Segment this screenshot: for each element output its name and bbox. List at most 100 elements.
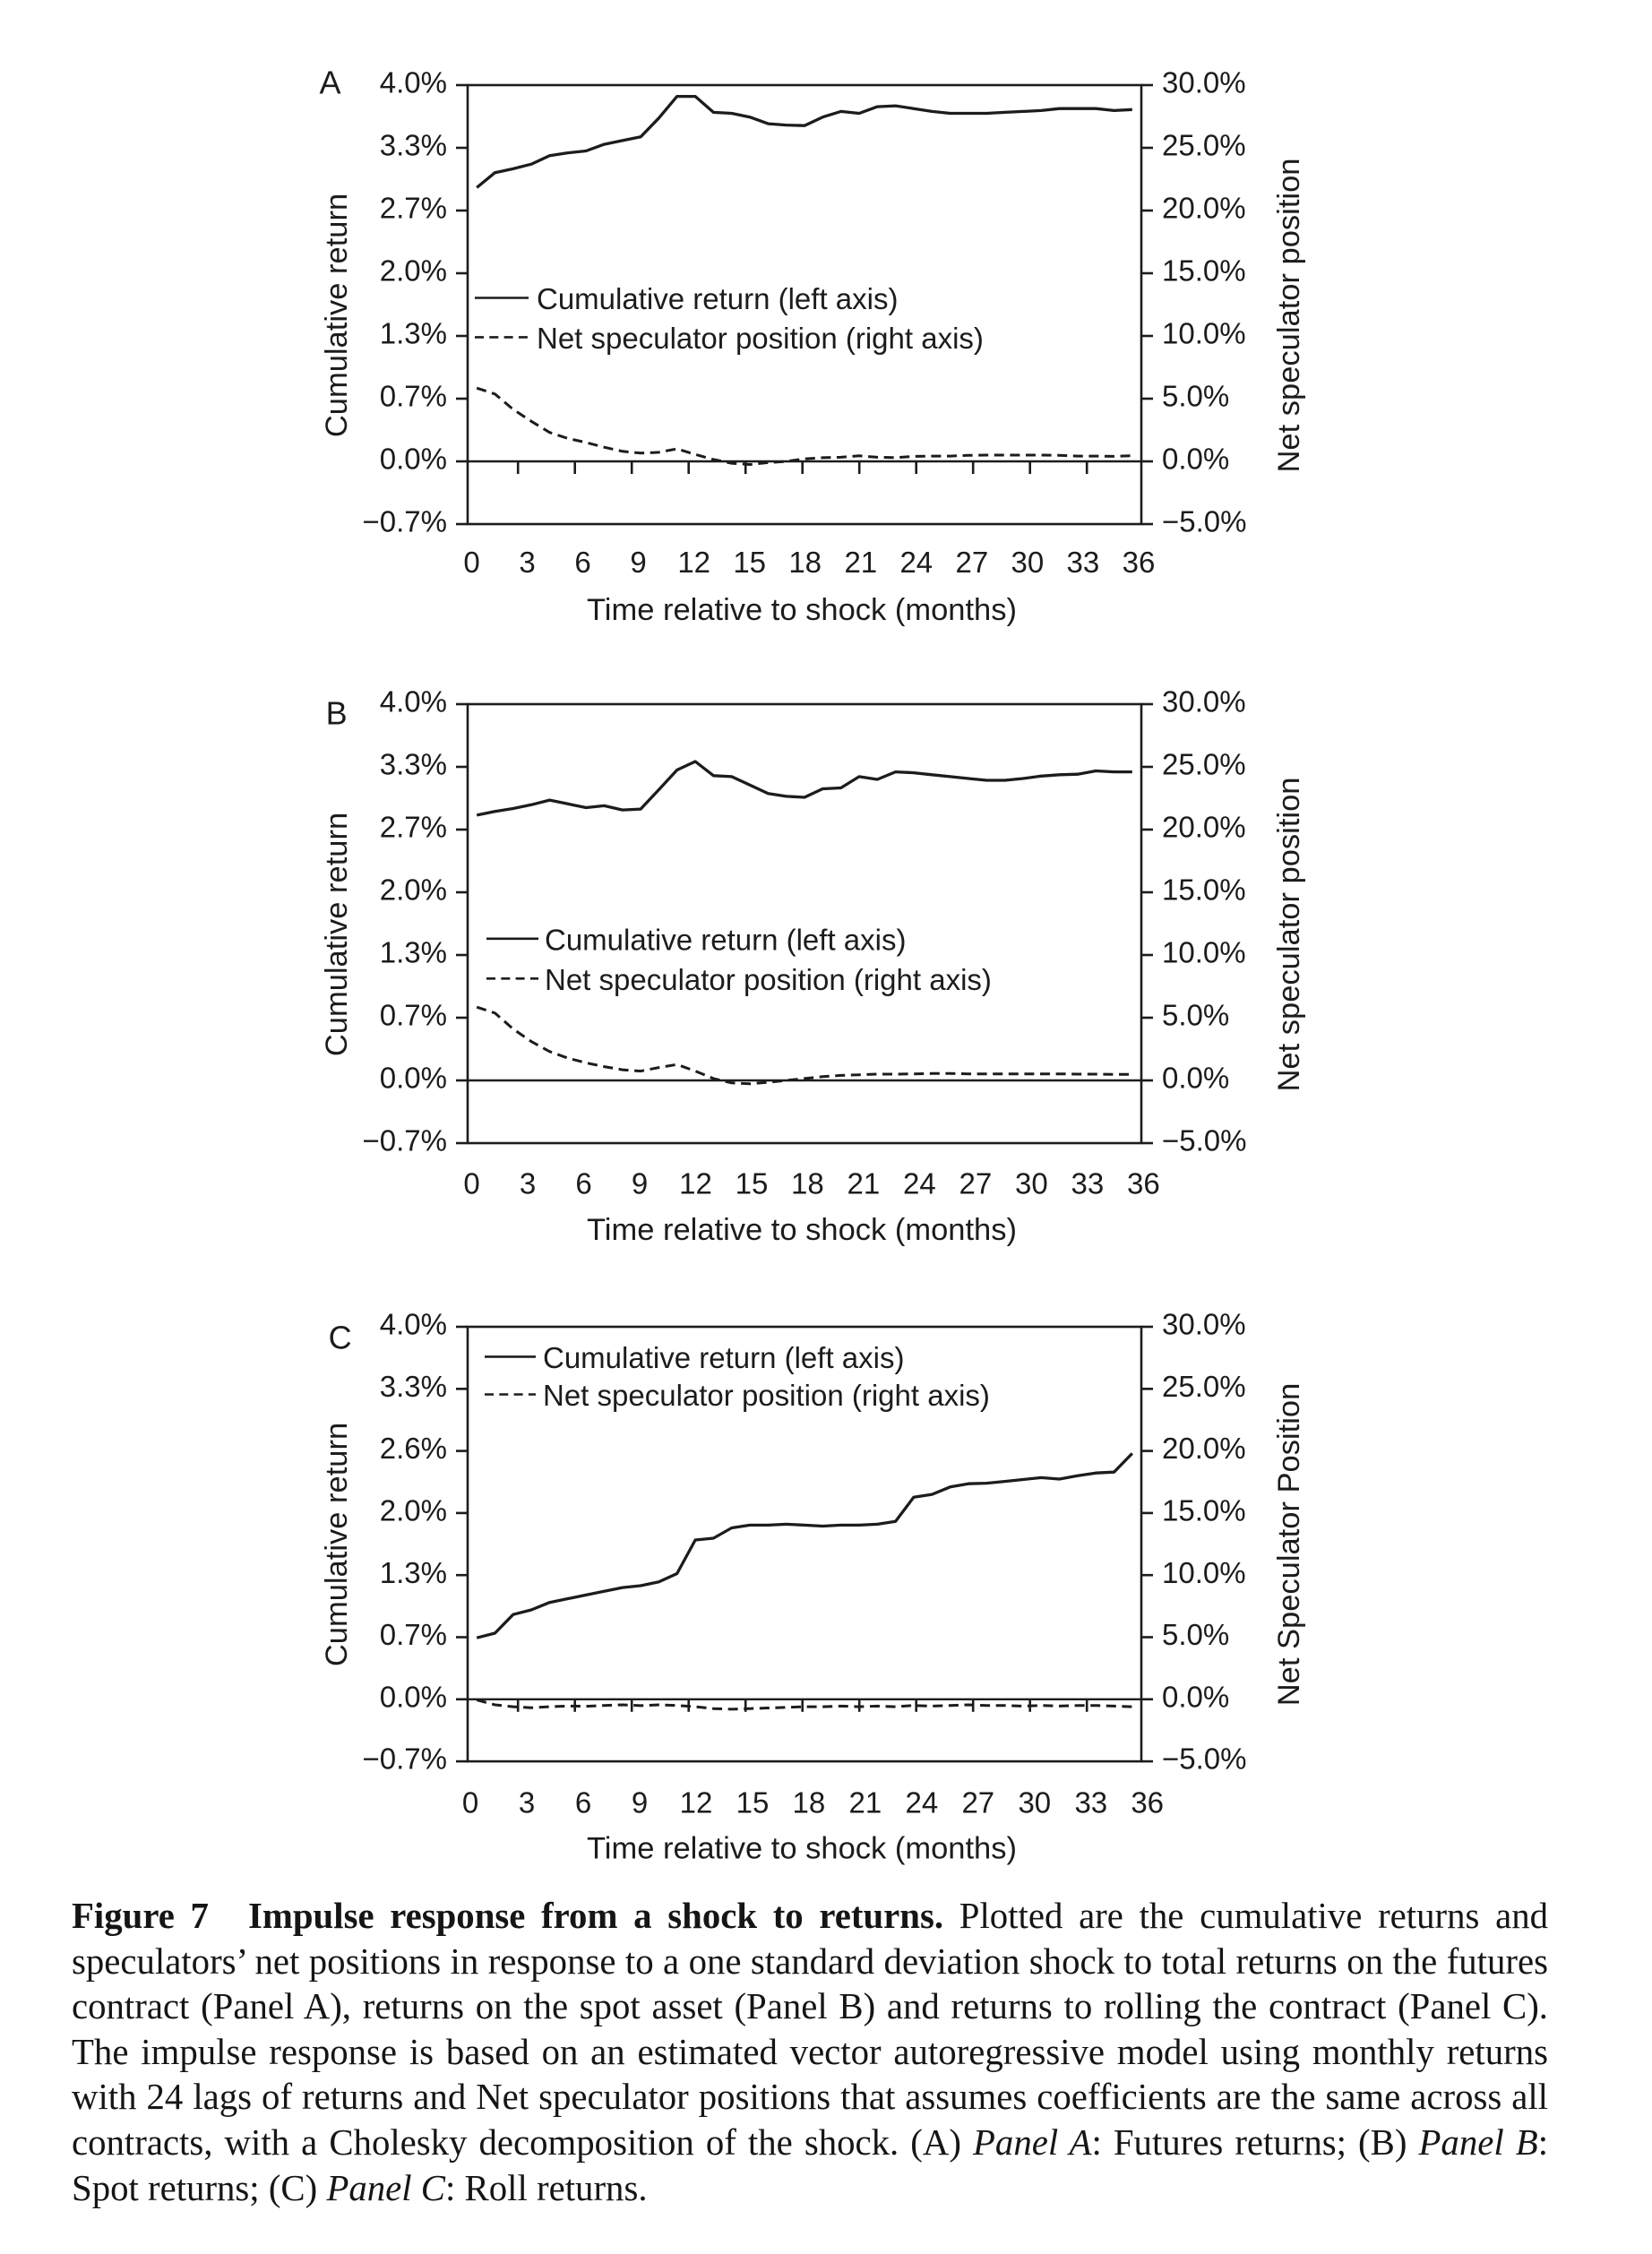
svg-text:27: 27 xyxy=(959,1167,993,1200)
svg-text:Time relative to shock (months: Time relative to shock (months) xyxy=(587,1213,1017,1247)
svg-text:0.0%: 0.0% xyxy=(1162,1062,1229,1095)
svg-text:9: 9 xyxy=(630,546,646,579)
svg-text:36: 36 xyxy=(1123,546,1156,579)
svg-text:30.0%: 30.0% xyxy=(1162,1308,1246,1341)
svg-text:9: 9 xyxy=(632,1167,648,1200)
svg-text:15.0%: 15.0% xyxy=(1162,873,1246,907)
svg-text:25.0%: 25.0% xyxy=(1162,748,1246,781)
svg-text:Cumulative return (left axis): Cumulative return (left axis) xyxy=(545,923,906,956)
svg-text:0.0%: 0.0% xyxy=(1162,443,1229,476)
svg-text:10.0%: 10.0% xyxy=(1162,1556,1246,1589)
svg-text:2.7%: 2.7% xyxy=(380,811,447,844)
svg-text:Net speculator position (right: Net speculator position (right axis) xyxy=(545,963,992,996)
svg-text:0.7%: 0.7% xyxy=(380,1618,447,1651)
svg-text:4.0%: 4.0% xyxy=(380,1308,447,1341)
svg-text:27: 27 xyxy=(961,1785,994,1819)
svg-text:4.0%: 4.0% xyxy=(380,66,447,99)
svg-text:3: 3 xyxy=(519,1785,535,1819)
svg-text:Cumulative return (left axis): Cumulative return (left axis) xyxy=(543,1341,904,1374)
svg-text:25.0%: 25.0% xyxy=(1162,1370,1246,1403)
svg-text:−0.7%: −0.7% xyxy=(363,1742,448,1776)
svg-text:30: 30 xyxy=(1015,1167,1048,1200)
svg-text:12: 12 xyxy=(677,546,710,579)
svg-text:0: 0 xyxy=(463,546,479,579)
svg-text:9: 9 xyxy=(632,1785,648,1819)
svg-text:A: A xyxy=(320,65,341,101)
svg-text:33: 33 xyxy=(1071,1167,1105,1200)
svg-text:1.3%: 1.3% xyxy=(380,317,447,350)
svg-text:30: 30 xyxy=(1018,1785,1051,1819)
svg-text:Cumulative return (left axis): Cumulative return (left axis) xyxy=(537,282,898,315)
svg-text:18: 18 xyxy=(788,546,822,579)
svg-text:15: 15 xyxy=(736,1785,770,1819)
svg-text:4.0%: 4.0% xyxy=(380,685,447,718)
svg-text:20.0%: 20.0% xyxy=(1162,811,1246,844)
svg-text:20.0%: 20.0% xyxy=(1162,1432,1246,1465)
svg-text:1.3%: 1.3% xyxy=(380,936,447,969)
svg-text:1.3%: 1.3% xyxy=(380,1556,447,1589)
svg-text:−0.7%: −0.7% xyxy=(363,1124,448,1157)
svg-text:21: 21 xyxy=(844,546,877,579)
svg-text:21: 21 xyxy=(848,1167,881,1200)
svg-text:6: 6 xyxy=(575,1785,591,1819)
svg-text:Net speculator position: Net speculator position xyxy=(1272,778,1306,1092)
svg-text:0: 0 xyxy=(462,1785,478,1819)
svg-text:24: 24 xyxy=(906,1785,939,1819)
svg-text:36: 36 xyxy=(1127,1167,1160,1200)
svg-text:30: 30 xyxy=(1011,546,1045,579)
svg-text:B: B xyxy=(326,695,348,732)
svg-text:33: 33 xyxy=(1074,1785,1107,1819)
svg-text:Cumulative return: Cumulative return xyxy=(320,1423,354,1666)
svg-text:−5.0%: −5.0% xyxy=(1162,505,1247,538)
svg-text:Net speculator position (right: Net speculator position (right axis) xyxy=(543,1379,990,1412)
svg-text:−0.7%: −0.7% xyxy=(363,505,448,538)
svg-text:3: 3 xyxy=(520,1167,536,1200)
svg-text:Time relative to shock (months: Time relative to shock (months) xyxy=(587,1832,1017,1866)
svg-text:Cumulative return: Cumulative return xyxy=(320,813,354,1056)
svg-text:12: 12 xyxy=(679,1167,712,1200)
svg-text:0.0%: 0.0% xyxy=(1162,1680,1229,1713)
svg-text:C: C xyxy=(329,1320,352,1356)
svg-text:3.3%: 3.3% xyxy=(380,748,447,781)
svg-text:Net speculator position: Net speculator position xyxy=(1272,159,1306,473)
svg-text:21: 21 xyxy=(849,1785,882,1819)
svg-text:0: 0 xyxy=(463,1167,479,1200)
svg-text:15.0%: 15.0% xyxy=(1162,254,1246,288)
svg-text:0.0%: 0.0% xyxy=(380,443,447,476)
svg-text:18: 18 xyxy=(791,1167,824,1200)
svg-text:6: 6 xyxy=(574,546,590,579)
svg-text:2.0%: 2.0% xyxy=(380,873,447,907)
svg-text:20.0%: 20.0% xyxy=(1162,192,1246,225)
svg-text:0.7%: 0.7% xyxy=(380,999,447,1032)
svg-text:2.0%: 2.0% xyxy=(380,254,447,288)
svg-text:−5.0%: −5.0% xyxy=(1162,1742,1247,1776)
svg-text:Net speculator position (right: Net speculator position (right axis) xyxy=(537,322,984,355)
svg-text:12: 12 xyxy=(680,1785,713,1819)
svg-text:3: 3 xyxy=(519,546,535,579)
svg-text:2.7%: 2.7% xyxy=(380,192,447,225)
svg-text:27: 27 xyxy=(956,546,989,579)
svg-text:5.0%: 5.0% xyxy=(1162,999,1229,1032)
svg-text:Cumulative return: Cumulative return xyxy=(320,194,354,437)
svg-text:10.0%: 10.0% xyxy=(1162,317,1246,350)
svg-text:24: 24 xyxy=(903,1167,936,1200)
svg-text:25.0%: 25.0% xyxy=(1162,129,1246,162)
svg-text:5.0%: 5.0% xyxy=(1162,380,1229,413)
svg-text:10.0%: 10.0% xyxy=(1162,936,1246,969)
svg-text:−5.0%: −5.0% xyxy=(1162,1124,1247,1157)
svg-text:24: 24 xyxy=(899,546,933,579)
svg-text:33: 33 xyxy=(1067,546,1100,579)
svg-text:3.3%: 3.3% xyxy=(380,129,447,162)
svg-text:0.0%: 0.0% xyxy=(380,1062,447,1095)
svg-text:Net Speculator Position: Net Speculator Position xyxy=(1272,1383,1306,1707)
svg-text:6: 6 xyxy=(575,1167,591,1200)
svg-text:Time relative to shock (months: Time relative to shock (months) xyxy=(587,593,1017,627)
svg-text:18: 18 xyxy=(793,1785,826,1819)
svg-text:0.0%: 0.0% xyxy=(380,1680,447,1713)
svg-text:15.0%: 15.0% xyxy=(1162,1494,1246,1527)
svg-text:0.7%: 0.7% xyxy=(380,380,447,413)
svg-text:15: 15 xyxy=(733,546,766,579)
svg-text:2.0%: 2.0% xyxy=(380,1494,447,1527)
svg-text:36: 36 xyxy=(1131,1785,1164,1819)
svg-text:30.0%: 30.0% xyxy=(1162,66,1246,99)
